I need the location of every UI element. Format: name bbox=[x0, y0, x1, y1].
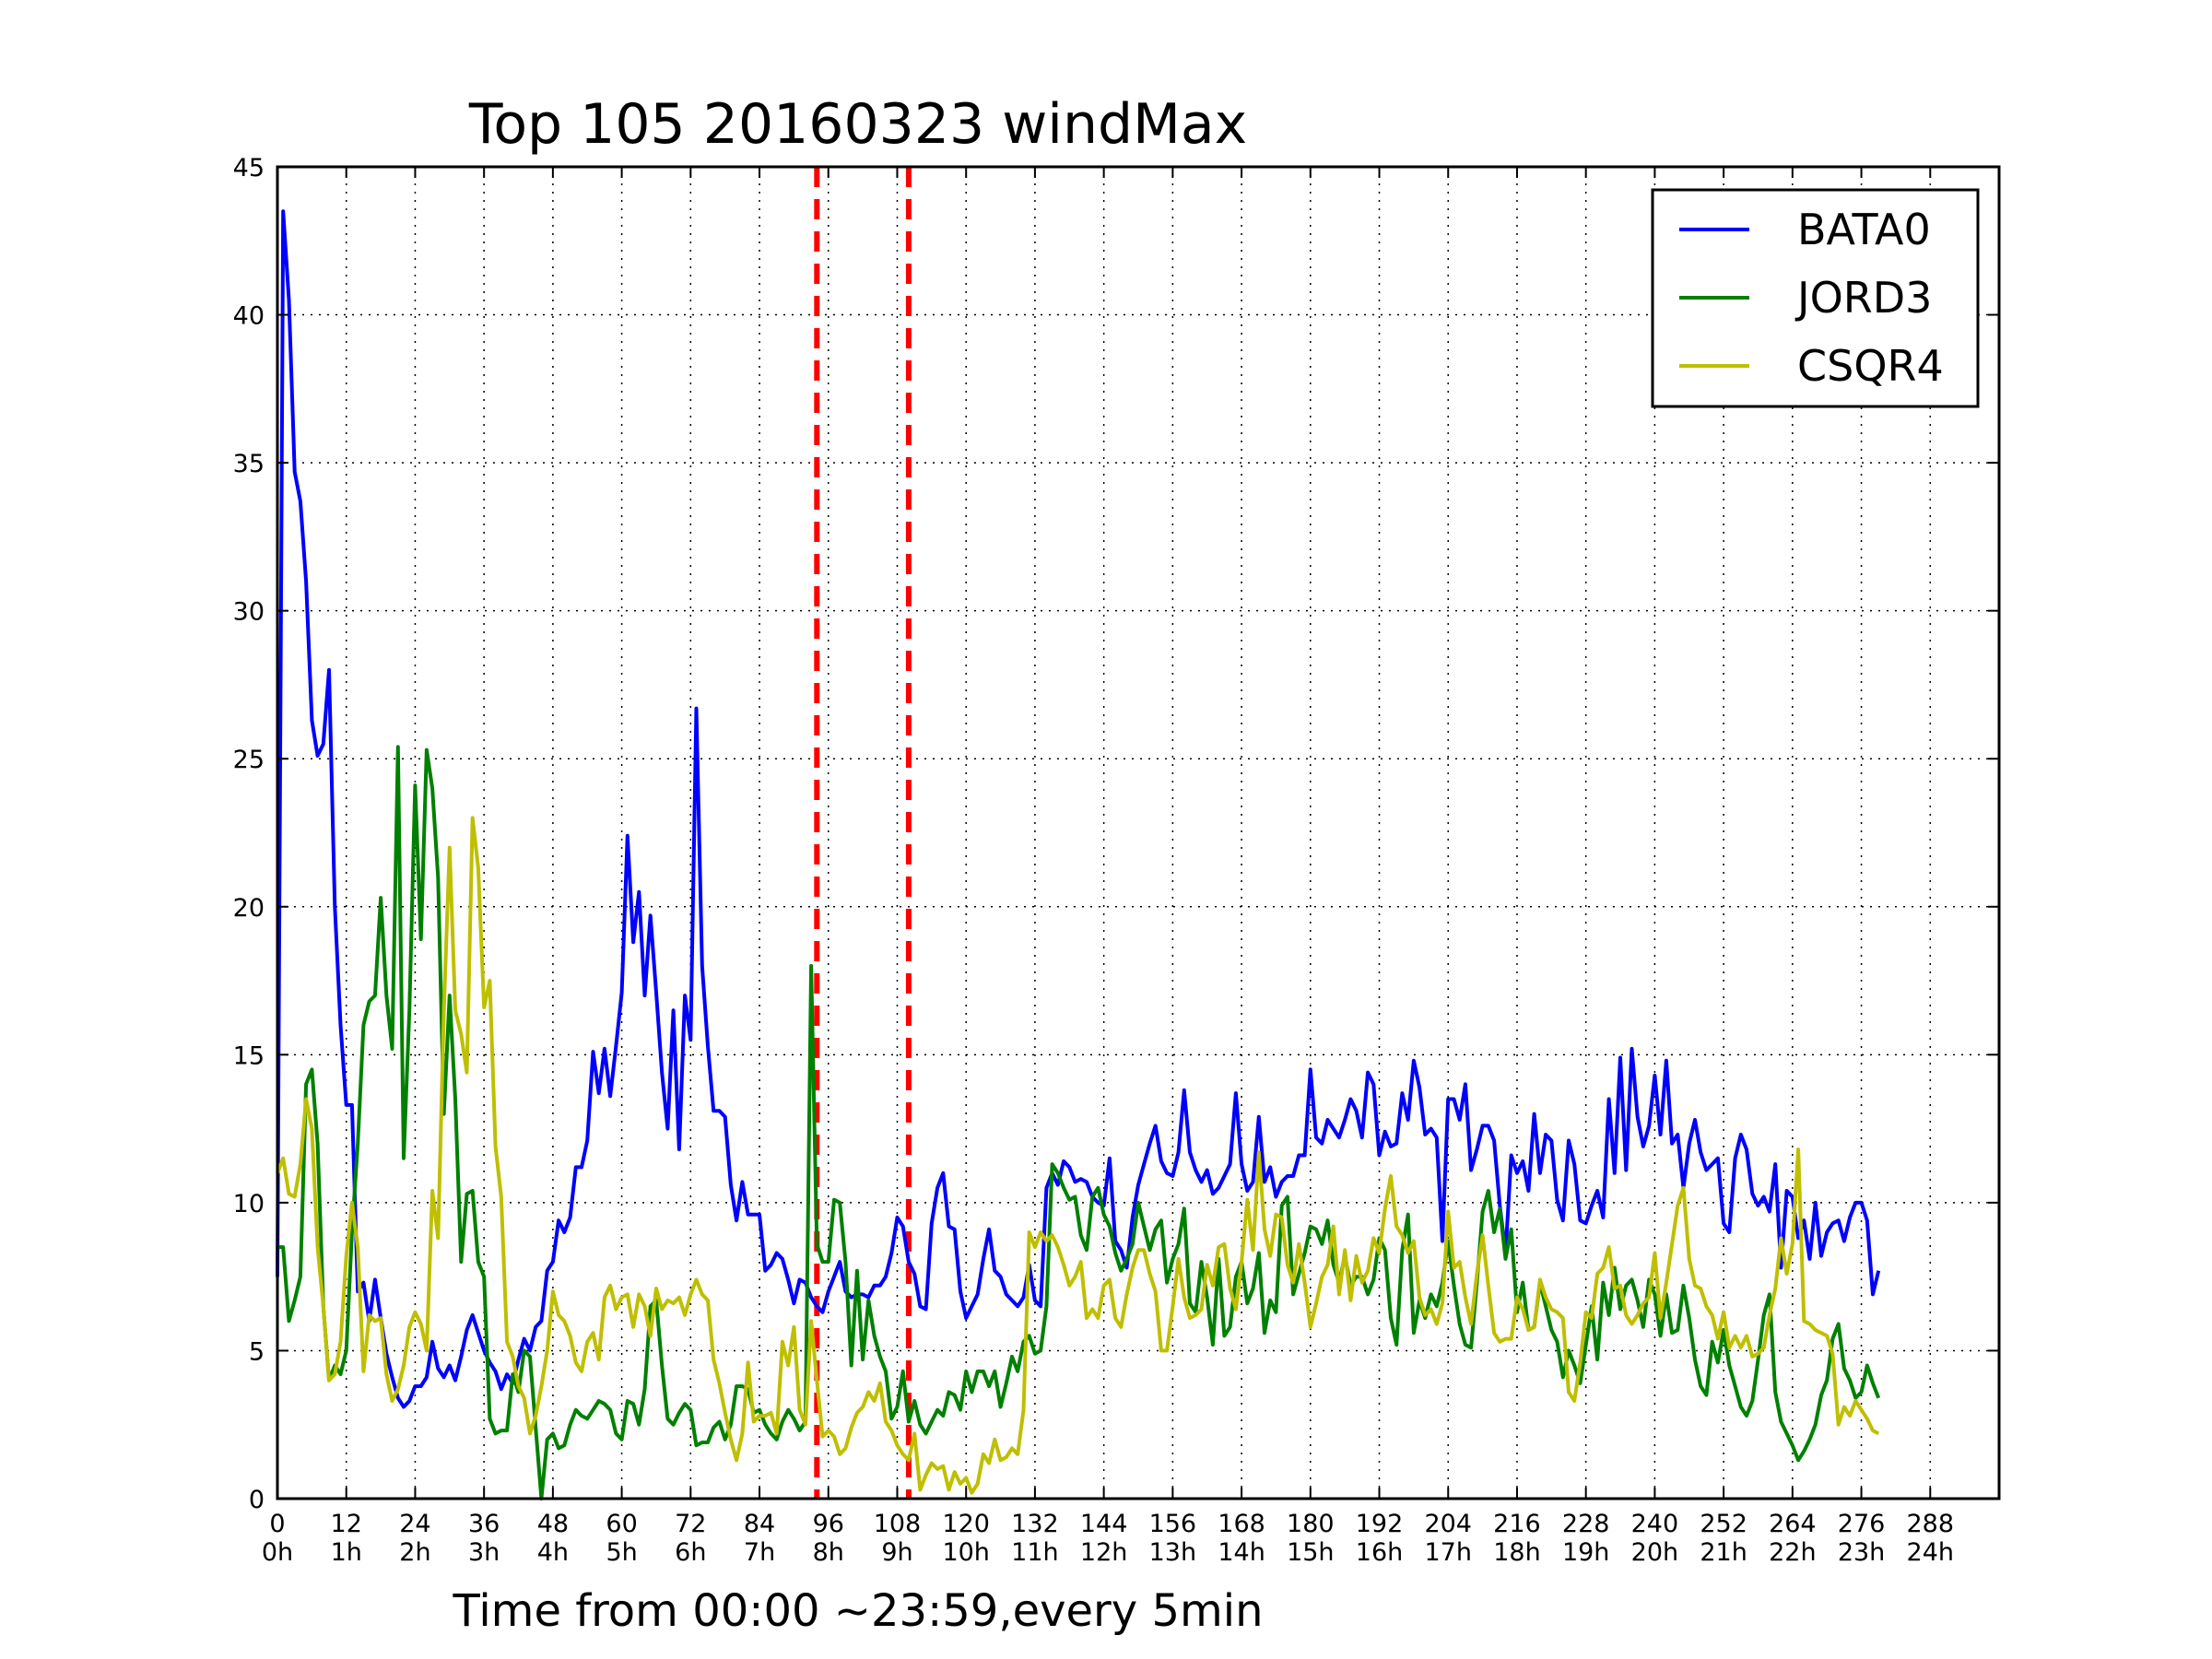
chart-title: Top 105 20160323 windMax bbox=[468, 92, 1247, 157]
x-tick-sublabel: 13h bbox=[1149, 1538, 1196, 1567]
x-tick-label: 36 bbox=[468, 1510, 500, 1538]
x-tick-sublabel: 22h bbox=[1769, 1538, 1816, 1567]
y-tick-label: 25 bbox=[233, 746, 265, 774]
x-tick-sublabel: 4h bbox=[537, 1538, 569, 1567]
legend-label-jord3: JORD3 bbox=[1794, 273, 1932, 323]
x-tick-label: 240 bbox=[1631, 1510, 1679, 1538]
y-tick-label: 30 bbox=[233, 598, 265, 627]
x-tick-label: 252 bbox=[1700, 1510, 1747, 1538]
x-tick-label: 48 bbox=[537, 1510, 569, 1538]
x-tick-sublabel: 8h bbox=[813, 1538, 844, 1567]
y-tick-label: 20 bbox=[233, 894, 265, 923]
x-tick-sublabel: 10h bbox=[942, 1538, 989, 1567]
x-tick-sublabel: 11h bbox=[1011, 1538, 1058, 1567]
legend-label-bata0: BATA0 bbox=[1797, 205, 1931, 254]
x-tick-sublabel: 15h bbox=[1287, 1538, 1334, 1567]
series-line-bata0 bbox=[276, 209, 1881, 1409]
x-tick-label: 84 bbox=[744, 1510, 775, 1538]
x-tick-sublabel: 19h bbox=[1562, 1538, 1609, 1567]
y-tick-label: 35 bbox=[233, 450, 265, 478]
legend: BATA0 JORD3 CSQR4 bbox=[1651, 188, 1980, 408]
x-tick-sublabel: 1h bbox=[331, 1538, 362, 1567]
x-tick-sublabel: 21h bbox=[1700, 1538, 1747, 1567]
x-tick-sublabel: 6h bbox=[675, 1538, 706, 1567]
x-tick-sublabel: 0h bbox=[262, 1538, 293, 1567]
x-tick-label: 168 bbox=[1218, 1510, 1265, 1538]
y-tick-label: 0 bbox=[249, 1486, 265, 1514]
plot-area-frame bbox=[276, 165, 2001, 1500]
series-line-jord3 bbox=[277, 745, 1881, 1500]
x-tick-label: 24 bbox=[399, 1510, 430, 1538]
x-tick-sublabel: 24h bbox=[1907, 1538, 1954, 1567]
x-tick-label: 0 bbox=[269, 1510, 285, 1538]
y-tick-label: 15 bbox=[233, 1041, 265, 1070]
x-tick-label: 108 bbox=[874, 1510, 922, 1538]
x-tick-sublabel: 12h bbox=[1080, 1538, 1127, 1567]
x-tick-sublabel: 16h bbox=[1356, 1538, 1403, 1567]
x-tick-sublabel: 3h bbox=[468, 1538, 500, 1567]
x-tick-sublabel: 9h bbox=[881, 1538, 912, 1567]
x-tick-label: 72 bbox=[675, 1510, 706, 1538]
x-tick-label: 132 bbox=[1011, 1510, 1059, 1538]
y-tick-label: 40 bbox=[233, 302, 265, 331]
x-axis-label: Time from 00:00 ~23:59,every 5min bbox=[453, 1585, 1264, 1637]
x-tick-label: 204 bbox=[1424, 1510, 1472, 1538]
x-tick-label: 276 bbox=[1838, 1510, 1886, 1538]
x-tick-sublabel: 5h bbox=[606, 1538, 637, 1567]
x-tick-sublabel: 18h bbox=[1493, 1538, 1540, 1567]
x-tick-label: 264 bbox=[1769, 1510, 1817, 1538]
x-tick-label: 156 bbox=[1149, 1510, 1197, 1538]
y-tick-label: 10 bbox=[233, 1190, 265, 1218]
series-line-csqr4 bbox=[276, 816, 1880, 1495]
y-tick-label: 5 bbox=[249, 1337, 265, 1366]
x-tick-sublabel: 2h bbox=[399, 1538, 430, 1567]
x-tick-sublabel: 23h bbox=[1838, 1538, 1885, 1567]
x-tick-label: 228 bbox=[1562, 1510, 1610, 1538]
x-tick-label: 192 bbox=[1356, 1510, 1404, 1538]
x-tick-sublabel: 14h bbox=[1218, 1538, 1265, 1567]
y-tick-label: 45 bbox=[233, 154, 265, 182]
x-tick-label: 60 bbox=[606, 1510, 637, 1538]
x-tick-label: 144 bbox=[1080, 1510, 1128, 1538]
x-tick-label: 96 bbox=[813, 1510, 844, 1538]
x-tick-sublabel: 17h bbox=[1425, 1538, 1472, 1567]
x-tick-label: 180 bbox=[1287, 1510, 1335, 1538]
legend-label-csqr4: CSQR4 bbox=[1797, 341, 1944, 391]
x-tick-label: 12 bbox=[331, 1510, 362, 1538]
x-tick-label: 216 bbox=[1493, 1510, 1541, 1538]
x-tick-sublabel: 7h bbox=[744, 1538, 775, 1567]
y-axis-ticks: 0 5 10 15 20 25 30 35 40 45 bbox=[233, 154, 1999, 1514]
series-lines bbox=[276, 209, 1881, 1500]
x-tick-sublabel: 20h bbox=[1631, 1538, 1678, 1567]
x-tick-label: 288 bbox=[1907, 1510, 1955, 1538]
marker-lines bbox=[814, 167, 912, 1499]
x-tick-label: 120 bbox=[942, 1510, 990, 1538]
